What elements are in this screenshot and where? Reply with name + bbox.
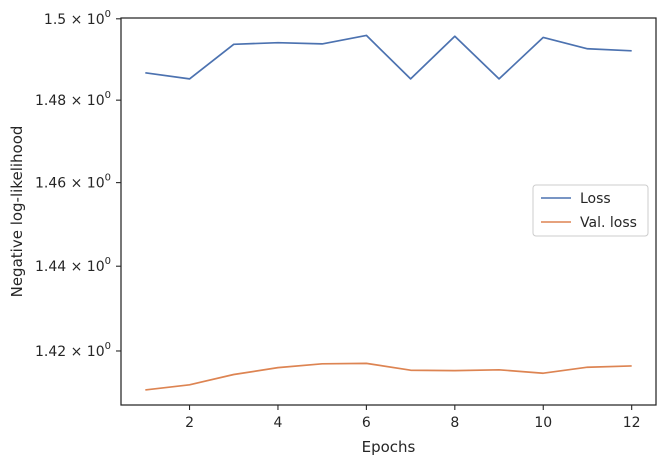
x-tick-label: 8 bbox=[450, 415, 459, 431]
y-tick-label: 1.46 × 100 bbox=[35, 173, 111, 192]
x-tick-label: 2 bbox=[185, 415, 194, 431]
x-tick-label: 12 bbox=[623, 415, 641, 431]
y-axis: 1.42 × 100 1.44 × 100 1.46 × 100 1.48 × 100… bbox=[35, 9, 121, 360]
x-axis-label: Epochs bbox=[362, 438, 416, 456]
y-tick-label: 1.42 × 100 bbox=[35, 341, 111, 360]
legend-label-loss: Loss bbox=[580, 191, 611, 207]
series-line-val-loss bbox=[145, 362, 632, 391]
plot-frame bbox=[120, 17, 657, 406]
x-tick-label: 6 bbox=[362, 415, 371, 431]
legend: Loss Val. loss bbox=[532, 184, 649, 237]
x-tick-label: 10 bbox=[534, 415, 552, 431]
x-tick-label: 4 bbox=[274, 415, 283, 431]
y-tick-label: 1.44 × 100 bbox=[35, 256, 111, 275]
series-line-loss bbox=[145, 34, 632, 80]
series-layer bbox=[145, 34, 632, 391]
y-tick-label: 1.48 × 100 bbox=[35, 90, 111, 109]
legend-label-val-loss: Val. loss bbox=[580, 215, 637, 231]
y-tick-label: 1.5 × 100 bbox=[44, 9, 111, 28]
x-axis: 2 4 6 8 10 12 bbox=[185, 405, 641, 431]
y-axis-label: Negative log-likelihood bbox=[8, 126, 26, 298]
